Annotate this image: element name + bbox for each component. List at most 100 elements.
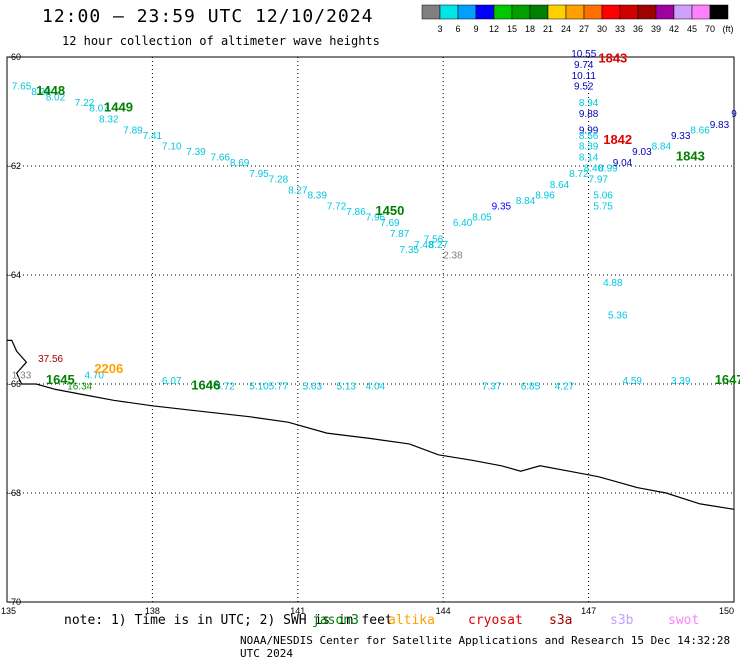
wave-height-label: 5.36 <box>608 311 628 322</box>
wave-height-label: 16.34 <box>67 381 92 392</box>
wave-height-label: 7.69 <box>380 218 400 229</box>
wave-height-label: 5.10 <box>249 381 269 392</box>
pass-time-label: 2206 <box>94 361 123 376</box>
pass-time-label: 1449 <box>104 100 133 115</box>
legend-jason3: jason3 <box>312 613 359 628</box>
wave-height-label: 7.96 <box>366 213 386 224</box>
colorbar-swatch <box>529 4 549 20</box>
lon-label: 141 <box>290 606 305 616</box>
wave-height-label: 4.27 <box>555 381 575 392</box>
colorbar-swatch <box>619 4 639 20</box>
wave-height-label: 8.66 <box>690 125 710 136</box>
wave-height-label: 9.35 <box>492 202 512 213</box>
wave-height-label: 8.84 <box>652 142 672 153</box>
page-title: 12:00 — 23:59 UTC 12/10/2024 <box>42 6 374 27</box>
wave-height-label: 5.63 <box>303 381 323 392</box>
pass-time-label: 1448 <box>36 83 65 98</box>
colorbar-label: (ft) <box>723 24 734 34</box>
legend-s3b: s3b <box>610 613 634 628</box>
colorbar-label: 12 <box>489 24 499 34</box>
pass-time-label: 1646 <box>191 377 220 392</box>
legend-swot: swot <box>668 613 700 628</box>
wave-height-label: 8.27 <box>429 240 449 251</box>
colorbar-swatch <box>439 4 459 20</box>
wave-height-label: 4.70 <box>85 371 105 382</box>
wave-height-label: 9 <box>731 109 737 120</box>
coastline <box>7 339 735 510</box>
colorbar-swatch <box>673 4 693 20</box>
colorbar-swatch <box>547 4 567 20</box>
lon-label: 150 <box>719 606 734 616</box>
wave-height-label: 6.85 <box>521 381 541 392</box>
colorbar-label: 18 <box>525 24 535 34</box>
lon-label: 138 <box>145 606 160 616</box>
colorbar-label: 36 <box>633 24 643 34</box>
lat-label: -68 <box>8 488 21 498</box>
pass-time-label: 1843 <box>598 50 627 65</box>
wave-height-label: 8.02 <box>46 93 66 104</box>
wave-height-label: 8.72 <box>569 169 589 180</box>
colorbar-label: 39 <box>651 24 661 34</box>
pass-times: 1448 1449 1450 1843 1842 1843 2206 1645 1646 1647 <box>36 50 740 392</box>
colorbar: 3 6 9 12 15 18 21 24 27 30 33 36 39 42 45 70 (ft) <box>421 4 734 34</box>
legend-altika: altika <box>388 613 435 628</box>
wave-height-label: 8.27 <box>288 185 308 196</box>
colorbar-swatch <box>493 4 513 20</box>
colorbar-label: 30 <box>597 24 607 34</box>
wave-height-label: 7.22 <box>75 98 95 109</box>
legend-s3a: s3a <box>549 613 573 628</box>
wave-height-label: 5.72 <box>215 381 235 392</box>
colorbar-swatch <box>637 4 657 20</box>
wave-height-label: 1.33 <box>12 371 32 382</box>
colorbar-swatch <box>511 4 531 20</box>
colorbar-label: 24 <box>561 24 571 34</box>
colorbar-label: 9 <box>473 24 478 34</box>
wave-height-label: 7.28 <box>269 174 289 185</box>
wave-height-label: 8.40 <box>584 163 604 174</box>
wave-height-label: 8.69 <box>230 158 250 169</box>
lon-label: 144 <box>436 606 451 616</box>
wave-height-label: 4.04 <box>366 381 386 392</box>
page-subtitle: 12 hour collection of altimeter wave hei… <box>62 34 380 48</box>
pass-time-label: 1645 <box>46 372 75 387</box>
wave-height-label: 7.35 <box>400 245 420 256</box>
wave-height-label: 8.64 <box>550 180 570 191</box>
wave-height-label: 9.33 <box>671 131 691 142</box>
wave-height-label: 7.10 <box>162 142 182 153</box>
wave-height-label: 9.52 <box>574 82 594 93</box>
wave-height-label: 9.88 <box>579 109 599 120</box>
pass-time-label: 1843 <box>676 149 705 164</box>
colorbar-label: 27 <box>579 24 589 34</box>
wave-height-label: 6.40 <box>453 218 473 229</box>
wave-height-label: 8.29 <box>31 87 51 98</box>
lat-label: -70 <box>8 597 21 607</box>
wave-height-label: 8.39 <box>307 191 327 202</box>
wave-height-label: 7.95 <box>249 169 269 180</box>
wave-height-label: 7.86 <box>346 207 366 218</box>
colorbar-label: 21 <box>543 24 553 34</box>
wave-height-label: 6.07 <box>162 376 182 387</box>
wave-height-label: 9.03 <box>632 147 652 158</box>
wave-height-label: 9.99 <box>579 125 599 136</box>
map-frame <box>6 56 735 603</box>
pass-time-label: 1842 <box>603 132 632 147</box>
graticule <box>7 57 734 602</box>
wave-height-label: 5.75 <box>593 202 613 213</box>
colorbar-label: 45 <box>687 24 697 34</box>
wave-height-label: 8.32 <box>99 114 119 125</box>
wave-height-label: 7.37 <box>482 381 502 392</box>
wave-height-label: 7.65 <box>12 82 32 93</box>
colorbar-label: 15 <box>507 24 517 34</box>
wave-height-label: 4.59 <box>622 376 642 387</box>
wave-height-label: 7.66 <box>211 153 231 164</box>
colorbar-swatch <box>421 4 441 20</box>
colorbar-swatch <box>601 4 621 20</box>
wave-height-label: 7.87 <box>390 229 410 240</box>
pass-time-label: 1647 <box>715 372 740 387</box>
wave-height-label: 8.84 <box>516 196 536 207</box>
footer-note: note: 1) Time is in UTC; 2) SWH is in fe… <box>64 613 393 628</box>
colorbar-label: 70 <box>705 24 715 34</box>
colorbar-swatch <box>457 4 477 20</box>
wave-height-label: 7.97 <box>589 174 609 185</box>
